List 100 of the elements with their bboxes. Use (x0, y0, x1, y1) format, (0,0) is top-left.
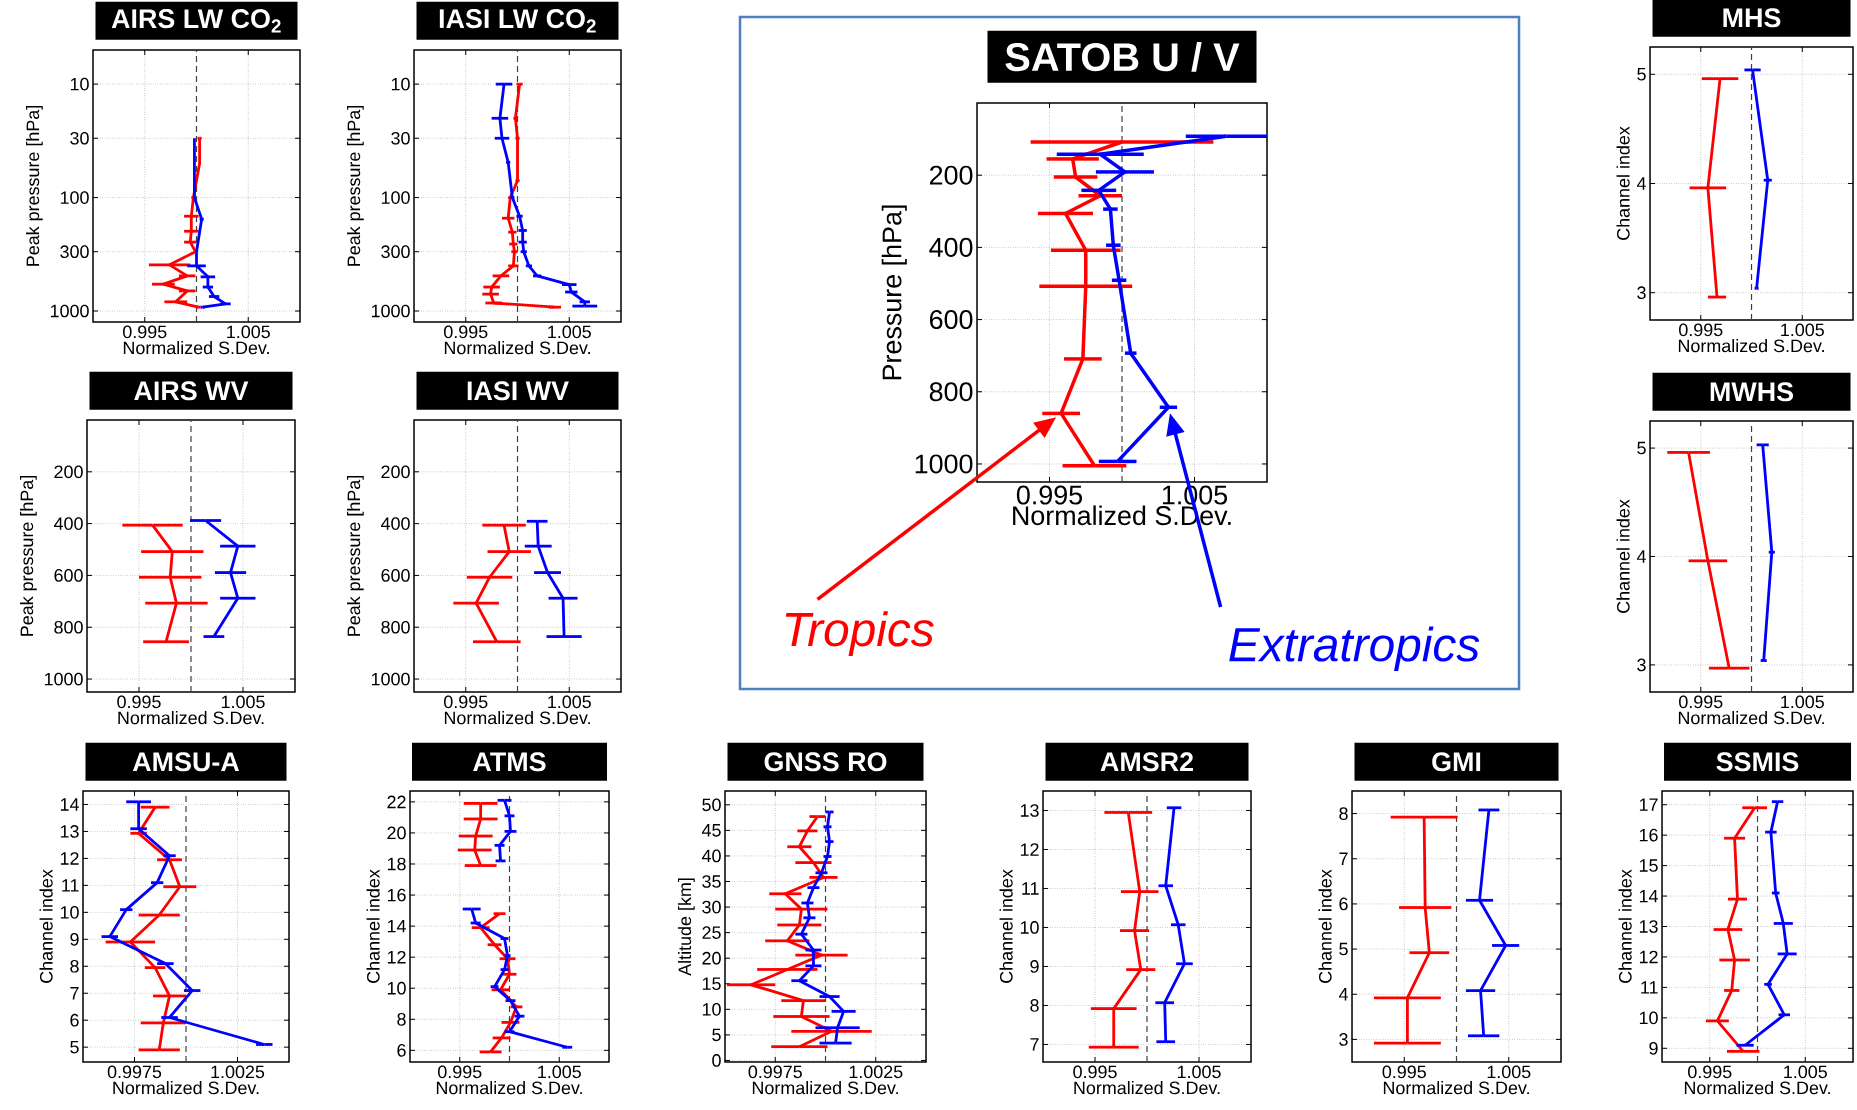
y-tick-label: 600 (54, 569, 83, 582)
y-axis-title: Channel index (1616, 499, 1630, 613)
x-tick-label: 0.995 (1382, 1065, 1426, 1079)
x-tick-label: 1.005 (1781, 323, 1824, 337)
y-tick-label: 45 (701, 824, 721, 837)
y-tick-label: 6 (70, 1013, 79, 1027)
x-tick-label: 0.995 (1073, 1065, 1117, 1079)
x-tick-label: 0.995 (444, 325, 488, 339)
chart-title: MWHS (1710, 382, 1794, 402)
x-tick-label: 1.005 (227, 325, 270, 339)
y-tick-label: 16 (387, 888, 406, 902)
y-tick-label: 1000 (915, 454, 973, 474)
x-tick-label: 1.005 (1784, 1065, 1827, 1079)
y-tick-label: 8 (397, 1012, 406, 1026)
chart-title: GNSS RO (764, 752, 887, 772)
y-tick-label: 200 (54, 465, 83, 479)
y-axis-title: Channel index (1616, 126, 1630, 240)
y-tick-label: 800 (54, 620, 83, 634)
chart-title: GMI (1432, 752, 1481, 772)
y-tick-label: 3 (1637, 286, 1646, 300)
x-tick-label: 0.995 (1016, 485, 1083, 505)
y-tick-label: 200 (929, 165, 973, 185)
x-tick-label: 0.995 (438, 1065, 482, 1079)
y-tick-label: 18 (387, 857, 406, 871)
y-tick-label: 13 (60, 825, 79, 838)
y-tick-label: 1000 (371, 672, 410, 686)
x-tick-label: 1.005 (548, 695, 591, 709)
y-axis-title: Peak pressure [hPa] (20, 476, 37, 636)
x-tick-label: 0.995 (1679, 695, 1723, 709)
x-tick-label: 1.005 (1177, 1065, 1221, 1079)
x-tick-label: 1.005 (221, 695, 265, 709)
y-tick-label: 50 (702, 798, 721, 812)
y-tick-label: 9 (1649, 1041, 1658, 1055)
y-tick-label: 5 (70, 1040, 79, 1054)
x-axis-title: Normalized S.Dev. (444, 341, 590, 355)
y-tick-label: 14 (387, 919, 406, 933)
y-tick-label: 11 (1641, 981, 1658, 994)
y-tick-label: 40 (701, 849, 721, 863)
y-tick-label: 400 (929, 237, 973, 257)
x-tick-label: 0.995 (1688, 1065, 1732, 1079)
y-tick-label: 7 (1339, 852, 1348, 865)
y-tick-label: 1000 (371, 304, 410, 318)
y-tick-label: 22 (387, 795, 406, 809)
chart-title: IASI WV (467, 381, 569, 401)
x-tick-label: 1.0025 (849, 1065, 903, 1079)
y-tick-label: 10 (391, 77, 410, 91)
y-tick-label: 30 (702, 900, 721, 914)
y-tick-label: 600 (381, 569, 410, 582)
y-tick-label: 12 (387, 950, 406, 964)
x-tick-label: 1.005 (548, 325, 591, 339)
y-axis-title: Channel index (1318, 869, 1332, 983)
y-tick-label: 3 (1339, 1033, 1348, 1046)
chart-title: IASI LW CO$_{2}$ (439, 9, 596, 33)
x-axis-title: Normalized S.Dev. (118, 711, 264, 725)
y-tick-label: 7 (1030, 1038, 1039, 1051)
y-tick-label: 15 (702, 977, 721, 991)
chart-title: AMSU-A (132, 752, 240, 772)
y-tick-label: 17 (1639, 798, 1658, 811)
y-tick-label: 12 (1639, 950, 1658, 964)
y-tick-label: 6 (1339, 897, 1348, 911)
x-tick-label: 0.995 (1679, 323, 1723, 337)
text: Tropics (785, 611, 934, 656)
x-axis-title: Normalized S.Dev. (1678, 339, 1824, 353)
y-tick-label: 13 (1020, 804, 1039, 817)
y-tick-label: 30 (391, 131, 410, 145)
y-tick-label: 3 (1637, 658, 1646, 672)
y-tick-label: 9 (1030, 960, 1039, 973)
chart-title: AIRS WV (134, 381, 249, 401)
x-tick-label: 1.005 (1487, 1065, 1531, 1079)
y-tick-label: 5 (1637, 441, 1646, 455)
x-tick-label: 1.005 (538, 1065, 581, 1079)
x-tick-label: 1.0025 (211, 1065, 265, 1079)
x-tick-label: 0.995 (123, 325, 167, 339)
y-tick-label: 400 (380, 517, 410, 530)
chart-title: SSMIS (1716, 752, 1799, 772)
y-tick-label: 10 (60, 905, 79, 919)
chart-title: ATMS (473, 752, 546, 772)
x-axis-title: Normalized S.Dev. (1383, 1081, 1529, 1095)
y-axis-title: Channel index (366, 869, 380, 983)
y-axis-title: Altitude [km] (677, 878, 695, 976)
x-axis-title: Normalized S.Dev. (1678, 711, 1824, 725)
y-tick-label: 20 (702, 951, 721, 965)
y-tick-label: 4 (1636, 177, 1646, 190)
y-axis-title: Channel index (999, 869, 1013, 983)
chart-title: SATOB U / V (1005, 41, 1240, 72)
y-tick-label: 10 (1639, 1011, 1658, 1025)
y-tick-label: 25 (702, 926, 721, 939)
x-tick-label: 0.9975 (107, 1065, 162, 1079)
y-tick-label: 800 (929, 382, 973, 402)
y-tick-label: 14 (1639, 889, 1658, 903)
y-tick-label: 8 (70, 959, 79, 973)
y-tick-label: 15 (1639, 859, 1658, 872)
y-tick-label: 9 (70, 932, 79, 946)
chart-title: AIRS LW CO$_{2}$ (111, 9, 281, 33)
y-tick-label: 1000 (44, 672, 83, 686)
y-axis-title: Peak pressure [hPa] (26, 106, 43, 266)
y-tick-label: 8 (1339, 807, 1348, 820)
y-axis-title: Channel index (1618, 869, 1632, 983)
y-tick-label: 100 (381, 191, 410, 204)
y-tick-label: 1000 (50, 304, 89, 318)
